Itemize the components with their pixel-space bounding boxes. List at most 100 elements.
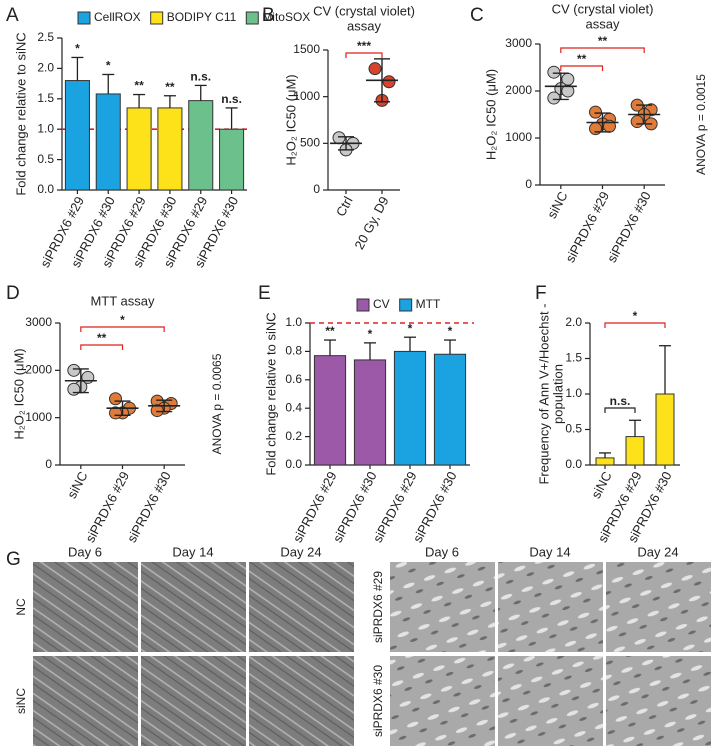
x-tick-label: siPRDX6 #29 bbox=[82, 469, 132, 545]
y-tick-label: 2000 bbox=[505, 83, 532, 97]
bar bbox=[313, 355, 347, 466]
y-tick-label: 1.5 bbox=[565, 351, 582, 365]
bar bbox=[157, 107, 183, 191]
data-point bbox=[547, 91, 561, 105]
legend-swatch bbox=[356, 298, 370, 312]
data-point bbox=[368, 62, 382, 76]
significance-label: ** bbox=[577, 52, 587, 66]
data-point bbox=[630, 115, 644, 129]
column-label: Day 14 bbox=[529, 544, 570, 559]
x-tick-label: siNC bbox=[588, 469, 614, 501]
panel-letter: C bbox=[470, 5, 484, 26]
column-label: Day 24 bbox=[637, 544, 678, 559]
significance-label: * bbox=[448, 324, 453, 338]
bar bbox=[188, 100, 214, 191]
legend-swatch bbox=[245, 11, 259, 25]
y-tick-label: 2.0 bbox=[565, 315, 582, 329]
bar bbox=[353, 359, 387, 466]
significance-label: ** bbox=[598, 34, 608, 48]
y-tick-label: 3000 bbox=[505, 36, 532, 50]
panel-letter: A bbox=[6, 5, 19, 26]
significance-label: n.s. bbox=[190, 70, 211, 84]
bar bbox=[595, 457, 615, 466]
x-tick-label: siPRDX6 #29 bbox=[562, 189, 612, 265]
significance-label: *** bbox=[357, 39, 371, 53]
significance-label: * bbox=[106, 59, 111, 73]
micrograph bbox=[606, 656, 711, 746]
y-tick-label: 2.0 bbox=[37, 61, 54, 75]
significance-bracket bbox=[80, 326, 165, 332]
y-tick-label: 0.0 bbox=[285, 457, 302, 471]
data-point bbox=[589, 105, 602, 119]
y-axis-label: Fold change relative to siNC bbox=[13, 32, 28, 195]
y-tick-label: 1000 bbox=[25, 410, 52, 424]
x-tick-label: siPRDX6 #30 bbox=[604, 189, 654, 265]
row-label: siPRDX6 #29 bbox=[371, 571, 385, 643]
legend-label: MTT bbox=[416, 297, 441, 311]
micrograph bbox=[390, 562, 495, 652]
panel-letter: B bbox=[262, 5, 275, 26]
panel-letter: D bbox=[6, 283, 20, 304]
legend-label: CV bbox=[373, 297, 390, 311]
y-tick-label: 0.6 bbox=[285, 372, 302, 386]
data-point bbox=[67, 382, 81, 396]
bar bbox=[126, 107, 152, 191]
y-tick-label: 1000 bbox=[293, 89, 320, 103]
bar bbox=[625, 436, 645, 466]
y-tick-label: 1.0 bbox=[285, 315, 302, 329]
chart-title: assay bbox=[586, 16, 620, 31]
y-tick-label: 0.5 bbox=[37, 152, 54, 166]
data-point bbox=[589, 122, 602, 136]
significance-label: * bbox=[633, 309, 638, 323]
data-point bbox=[332, 131, 346, 145]
significance-bracket bbox=[560, 65, 604, 71]
micrograph bbox=[141, 562, 246, 652]
y-axis-label: H₂O₂ IC50 (μM) bbox=[11, 348, 26, 439]
significance-label: ** bbox=[325, 324, 335, 338]
y-tick-label: 0.0 bbox=[37, 182, 54, 196]
micrograph bbox=[498, 656, 603, 746]
y-tick-label: 1500 bbox=[293, 42, 320, 56]
data-point bbox=[547, 65, 561, 79]
data-point bbox=[150, 404, 164, 418]
anova-annotation: ANOVA p = 0.0065 bbox=[210, 353, 224, 454]
y-tick-label: 0.5 bbox=[565, 422, 582, 436]
y-tick-label: 0 bbox=[525, 177, 532, 191]
significance-label: * bbox=[75, 42, 80, 56]
data-point bbox=[382, 75, 396, 89]
micrograph bbox=[498, 562, 603, 652]
y-tick-label: 0 bbox=[45, 457, 52, 471]
y-tick-label: 1.0 bbox=[565, 386, 582, 400]
y-axis-label: population bbox=[550, 364, 565, 424]
panel-letter: F bbox=[535, 283, 547, 304]
y-axis-label: Fold change relative to siNC bbox=[263, 312, 278, 475]
chart-title: CV (crystal violet) bbox=[552, 1, 654, 16]
significance-label: n.s. bbox=[610, 394, 631, 408]
bar bbox=[393, 350, 427, 466]
significance-label: ** bbox=[134, 79, 144, 93]
significance-label: * bbox=[120, 313, 125, 327]
significance-label: ** bbox=[97, 331, 107, 345]
bar bbox=[433, 353, 467, 466]
micrograph bbox=[606, 562, 711, 652]
y-tick-label: 1.5 bbox=[37, 91, 54, 105]
y-tick-label: 0.2 bbox=[285, 429, 302, 443]
column-label: Day 24 bbox=[280, 544, 321, 559]
chart-title: MTT assay bbox=[90, 293, 155, 308]
legend-label: CellROX bbox=[94, 10, 141, 24]
legend-label: BODIPY C11 bbox=[167, 10, 237, 24]
micrograph bbox=[33, 562, 138, 652]
x-tick-label: siNC bbox=[544, 189, 570, 221]
x-tick-label: siPRDX6 #30 bbox=[124, 469, 174, 545]
column-label: Day 6 bbox=[425, 544, 459, 559]
panel-letter: E bbox=[258, 283, 271, 304]
y-tick-label: 2000 bbox=[25, 363, 52, 377]
significance-bracket bbox=[604, 407, 636, 413]
column-label: Day 14 bbox=[172, 544, 213, 559]
y-tick-label: 500 bbox=[300, 136, 320, 150]
micrograph bbox=[249, 656, 354, 746]
significance-bracket bbox=[560, 47, 645, 53]
y-tick-label: 0.0 bbox=[565, 457, 582, 471]
significance-bracket bbox=[80, 344, 124, 350]
